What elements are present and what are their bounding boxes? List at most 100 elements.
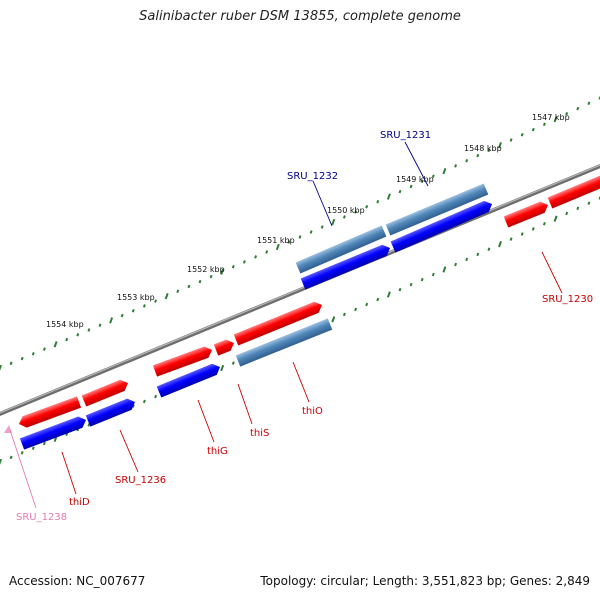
outer-ruler-minor-tick: [187, 284, 191, 289]
cds-sru-1230-a: [503, 201, 548, 228]
outer-ruler-minor-tick: [265, 250, 269, 254]
outer-ruler-major-tick: [442, 167, 447, 175]
gene-label-sru-1238: SRU_1238: [16, 512, 67, 523]
genome-backbone: [0, 163, 600, 417]
inner-ruler-minor-tick: [454, 262, 458, 267]
tick-label-1551: 1551 kbp: [257, 236, 295, 245]
inner-ruler-minor-tick: [420, 277, 424, 282]
inner-ruler-minor-tick: [487, 247, 491, 252]
inner-ruler-major-tick: [220, 364, 225, 372]
outer-ruler-minor-tick: [98, 323, 102, 327]
inner-ruler-minor-tick: [20, 451, 24, 455]
outer-ruler-minor-tick: [509, 138, 513, 142]
outer-ruler-minor-tick: [365, 205, 369, 209]
ruler-labels: 1547 kbp 1548 kbp 1549 kbp 1550 kbp 1551…: [46, 113, 570, 329]
outer-ruler-minor-tick: [65, 337, 69, 342]
inner-ruler-major-tick: [386, 291, 391, 298]
gene-label-thid: thiD: [69, 497, 90, 508]
inner-ruler-major-tick: [553, 215, 558, 222]
map-title: Salinibacter ruber DSM 13855, complete g…: [139, 9, 461, 24]
inner-ruler-major-tick: [498, 241, 502, 248]
outer-ruler-major-tick: [220, 268, 225, 275]
outer-ruler-major-tick: [386, 193, 391, 200]
outer-ruler-minor-tick: [487, 148, 491, 153]
outer-ruler-major-tick: [0, 364, 2, 372]
gene-sru-1232: [300, 244, 390, 290]
outer-ruler-minor-tick: [520, 133, 524, 137]
tick-label-1550: 1550 kbp: [327, 206, 365, 215]
outer-ruler-minor-tick: [76, 333, 80, 337]
gene-label-sru-1236: SRU_1236: [115, 475, 166, 486]
outer-ruler-major-tick: [553, 115, 558, 123]
inner-ruler-minor-tick: [342, 312, 346, 317]
outer-ruler-minor-tick: [431, 174, 435, 178]
outer-ruler-minor-tick: [9, 361, 13, 366]
inner-ruler-minor-tick: [520, 232, 524, 236]
outer-ruler-minor-tick: [576, 106, 580, 111]
gene-sru-1236: [85, 398, 136, 427]
cds-thio: [233, 301, 322, 346]
tick-label-1552: 1552 kbp: [187, 265, 225, 274]
inner-ruler-minor-tick: [398, 287, 402, 292]
outer-ruler-minor-tick: [231, 265, 235, 269]
cds-thio-rev: [235, 318, 333, 367]
outer-ruler-minor-tick: [198, 279, 202, 284]
gene-label-thig: thiG: [207, 446, 228, 457]
outer-ruler-minor-tick: [209, 274, 213, 279]
outer-ruler-minor-tick: [587, 101, 591, 106]
outer-ruler-minor-tick: [476, 153, 480, 158]
inner-ruler-minor-tick: [598, 196, 600, 200]
outer-ruler-minor-tick: [398, 189, 402, 194]
outer-ruler-minor-tick: [298, 235, 302, 239]
outer-ruler-minor-tick: [409, 184, 413, 189]
inner-ruler-minor-tick: [31, 446, 35, 450]
outer-ruler-minor-tick: [31, 352, 35, 356]
cds-thid: [19, 396, 82, 428]
outer-ruler-minor-tick: [131, 309, 135, 313]
inner-ruler-major-tick: [331, 316, 336, 323]
outer-ruler-major-tick: [275, 243, 280, 251]
outer-ruler-major-tick: [164, 293, 169, 300]
inner-ruler-minor-tick: [587, 201, 591, 205]
tick-label-1548: 1548 kbp: [464, 144, 502, 153]
gene-thig: [156, 363, 220, 398]
inner-ruler-minor-tick: [42, 441, 46, 446]
outer-ruler-minor-tick: [420, 179, 424, 184]
inner-ruler-minor-tick: [509, 237, 513, 241]
inner-ruler-major-tick: [442, 266, 447, 273]
inner-ruler-minor-tick: [376, 297, 380, 302]
ruler-outer-track: [0, 96, 600, 372]
accession-text: Accession: NC_007677: [9, 574, 146, 588]
outer-ruler-minor-tick: [154, 299, 158, 303]
tick-label-1553: 1553 kbp: [117, 293, 155, 302]
outer-ruler-major-tick: [331, 218, 336, 226]
tick-label-1547: 1547 kbp: [532, 113, 570, 122]
gene-label-sru-1230: SRU_1230: [542, 294, 593, 305]
outer-ruler-minor-tick: [542, 122, 546, 127]
inner-ruler-minor-tick: [476, 252, 480, 257]
inner-ruler-minor-tick: [365, 302, 369, 307]
inner-ruler-minor-tick: [231, 361, 235, 365]
genome-stats-text: Topology: circular; Length: 3,551,823 bp…: [260, 574, 590, 588]
outer-ruler-minor-tick: [120, 313, 124, 318]
outer-ruler-minor-tick: [20, 356, 24, 361]
inner-ruler-minor-tick: [576, 206, 580, 211]
outer-ruler-minor-tick: [87, 328, 91, 332]
outer-ruler-minor-tick: [565, 112, 569, 116]
gene-sru-1231: [390, 200, 492, 253]
outer-ruler-minor-tick: [342, 215, 346, 219]
outer-ruler-major-tick: [109, 317, 114, 324]
inner-ruler-minor-tick: [542, 222, 546, 226]
cds-sru-1231: [385, 183, 489, 236]
outer-ruler-major-tick: [53, 341, 58, 348]
gene-label-thio: thiO: [302, 406, 323, 417]
inner-ruler-minor-tick: [142, 399, 146, 404]
inner-ruler-minor-tick: [565, 211, 569, 216]
gene-label-sru-1232: SRU_1232: [287, 171, 338, 182]
inner-ruler-minor-tick: [154, 394, 158, 399]
gene-leader-lines: [9, 141, 563, 509]
tick-label-1554: 1554 kbp: [46, 320, 84, 329]
outer-ruler-minor-tick: [465, 159, 469, 163]
outer-ruler-minor-tick: [454, 164, 458, 168]
